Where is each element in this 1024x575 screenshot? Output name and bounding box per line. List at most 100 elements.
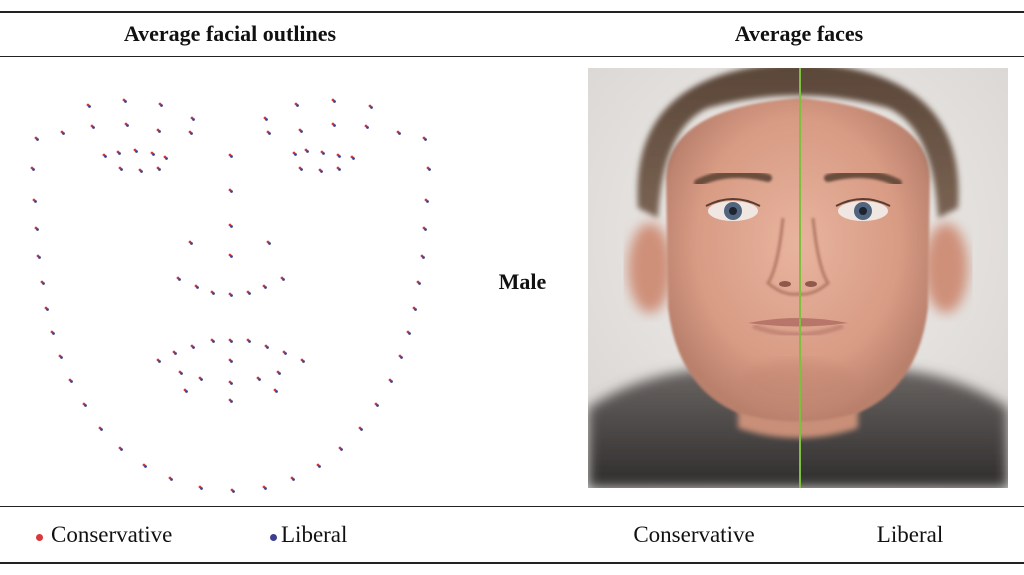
- liberal-landmark-point: [265, 118, 268, 121]
- liberal-landmark-point: [408, 332, 411, 335]
- liberal-landmark-point: [60, 356, 63, 359]
- liberal-landmark-point: [165, 157, 168, 160]
- liberal-landmark-point: [428, 168, 431, 171]
- legend-conservative-label: Conservative: [51, 522, 173, 547]
- row-label-male: Male: [498, 269, 547, 294]
- liberal-landmark-point: [42, 282, 45, 285]
- liberal-landmark-point: [200, 378, 203, 381]
- liberal-landmark-point: [158, 130, 161, 133]
- liberal-landmark-point: [135, 150, 138, 153]
- face-label-liberal: Liberal: [876, 522, 944, 547]
- table-bottom-rule: [0, 562, 1024, 564]
- landmark-points: [30, 98, 431, 493]
- liberal-landmark-point: [302, 360, 305, 363]
- average-face-image: [588, 68, 1008, 488]
- liberal-landmark-point: [152, 153, 155, 156]
- liberal-landmark-point: [268, 132, 271, 135]
- liberal-landmark-point: [352, 157, 355, 160]
- liberal-landmark-point: [426, 200, 429, 203]
- liberal-landmark-point: [322, 152, 325, 155]
- liberal-landmark-point: [275, 390, 278, 393]
- liberal-landmark-point: [84, 404, 87, 407]
- liberal-landmark-point: [190, 132, 193, 135]
- liberal-landmark-point: [230, 190, 233, 193]
- liberal-landmark-point: [88, 105, 91, 108]
- liberal-landmark-point: [230, 382, 233, 385]
- liberal-landmark-point: [118, 152, 121, 155]
- liberal-dot-icon: [270, 534, 277, 542]
- liberal-landmark-point: [178, 278, 181, 281]
- liberal-landmark-point: [126, 124, 129, 127]
- liberal-landmark-point: [230, 340, 233, 343]
- liberal-landmark-point: [120, 168, 123, 171]
- liberal-landmark-point: [338, 168, 341, 171]
- liberal-landmark-point: [104, 155, 107, 158]
- legend-liberal-label: Liberal: [281, 522, 348, 547]
- liberal-landmark-point: [174, 352, 177, 355]
- liberal-landmark-point: [333, 100, 336, 103]
- liberal-landmark-point: [400, 356, 403, 359]
- conservative-dot-icon: [36, 534, 43, 542]
- liberal-landmark-point: [230, 155, 233, 158]
- header-rule: [0, 56, 1024, 57]
- liberal-landmark-point: [192, 346, 195, 349]
- liberal-landmark-point: [333, 124, 336, 127]
- liberal-landmark-point: [370, 106, 373, 109]
- liberal-landmark-point: [230, 255, 233, 258]
- liberal-landmark-point: [32, 168, 35, 171]
- liberal-landmark-point: [306, 150, 309, 153]
- liberal-landmark-point: [180, 372, 183, 375]
- liberal-landmark-point: [124, 100, 127, 103]
- legend-liberal: Liberal: [270, 520, 347, 550]
- liberal-landmark-point: [62, 132, 65, 135]
- liberal-landmark-point: [36, 228, 39, 231]
- liberal-landmark-point: [212, 340, 215, 343]
- liberal-landmark-point: [170, 478, 173, 481]
- table-top-rule: [0, 11, 1024, 13]
- liberal-landmark-point: [398, 132, 401, 135]
- liberal-landmark-point: [264, 286, 267, 289]
- liberal-landmark-point: [300, 168, 303, 171]
- liberal-landmark-point: [100, 428, 103, 431]
- liberal-landmark-point: [340, 448, 343, 451]
- liberal-landmark-point: [294, 153, 297, 156]
- liberal-landmark-point: [120, 448, 123, 451]
- liberal-landmark-point: [258, 378, 261, 381]
- liberal-landmark-point: [212, 292, 215, 295]
- liberal-landmark-point: [300, 130, 303, 133]
- liberal-landmark-point: [52, 332, 55, 335]
- liberal-landmark-point: [264, 487, 267, 490]
- legend-conservative: Conservative: [36, 520, 172, 550]
- liberal-landmark-point: [200, 487, 203, 490]
- liberal-landmark-point: [266, 346, 269, 349]
- liberal-landmark-point: [390, 380, 393, 383]
- liberal-landmark-point: [158, 168, 161, 171]
- liberal-landmark-point: [70, 380, 73, 383]
- liberal-landmark-point: [338, 155, 341, 158]
- liberal-landmark-point: [230, 400, 233, 403]
- liberal-landmark-point: [282, 278, 285, 281]
- liberal-landmark-point: [38, 256, 41, 259]
- liberal-landmark-point: [424, 228, 427, 231]
- liberal-landmark-point: [296, 104, 299, 107]
- liberal-landmark-point: [248, 292, 251, 295]
- liberal-landmark-point: [230, 294, 233, 297]
- liberal-landmark-point: [292, 478, 295, 481]
- liberal-landmark-point: [46, 308, 49, 311]
- liberal-landmark-point: [418, 282, 421, 285]
- liberal-landmark-point: [376, 404, 379, 407]
- liberal-landmark-point: [36, 138, 39, 141]
- liberal-landmark-point: [158, 360, 161, 363]
- footer-rule: [0, 506, 1024, 507]
- liberal-landmark-point: [268, 242, 271, 245]
- liberal-landmark-point: [190, 242, 193, 245]
- liberal-landmark-point: [318, 465, 321, 468]
- liberal-landmark-point: [284, 352, 287, 355]
- liberal-landmark-point: [414, 308, 417, 311]
- liberal-landmark-point: [232, 490, 235, 493]
- facial-outline-plot: [30, 98, 431, 493]
- liberal-landmark-point: [320, 170, 323, 173]
- liberal-landmark-point: [160, 104, 163, 107]
- liberal-landmark-point: [185, 390, 188, 393]
- liberal-landmark-point: [34, 200, 37, 203]
